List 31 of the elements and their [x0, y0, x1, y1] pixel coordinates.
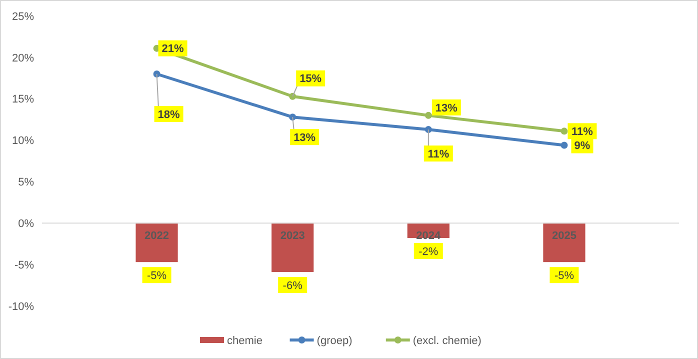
data-label: 13%	[294, 132, 316, 144]
y-tick-label: 15%	[12, 94, 34, 106]
x-tick-label: 2022	[144, 230, 170, 242]
point	[560, 142, 568, 149]
point	[424, 112, 432, 119]
legend-label: chemie	[227, 334, 262, 347]
x-tick-label: 2025	[552, 230, 576, 242]
y-tick-label: -5%	[14, 259, 34, 272]
y-tick-label: 0%	[18, 218, 34, 230]
data-label: 15%	[300, 73, 322, 86]
point	[424, 126, 432, 134]
point	[560, 128, 568, 135]
y-tick-label: -10%	[8, 300, 34, 313]
point	[289, 92, 296, 100]
data-label: 13%	[435, 102, 458, 114]
legend-label: (excl. chemie)	[412, 334, 482, 347]
y-tick-label: 25%	[12, 10, 34, 23]
data-label: 11%	[572, 126, 594, 138]
y-tick-label: 20%	[12, 52, 34, 64]
legend-label: (groep)	[316, 334, 352, 347]
data-label: -2%	[418, 246, 438, 258]
data-label: 9%	[574, 140, 590, 152]
data-label: -5%	[554, 270, 574, 282]
data-label: 11%	[428, 148, 450, 160]
data-label: -5%	[146, 270, 167, 282]
data-label: -6%	[282, 280, 303, 292]
x-tick-label: 2023	[280, 230, 305, 242]
y-tick-label: 10%	[12, 135, 34, 148]
data-label: 21%	[162, 43, 184, 56]
data-label: 18%	[158, 108, 180, 121]
y-tick-label: 5%	[18, 176, 34, 189]
